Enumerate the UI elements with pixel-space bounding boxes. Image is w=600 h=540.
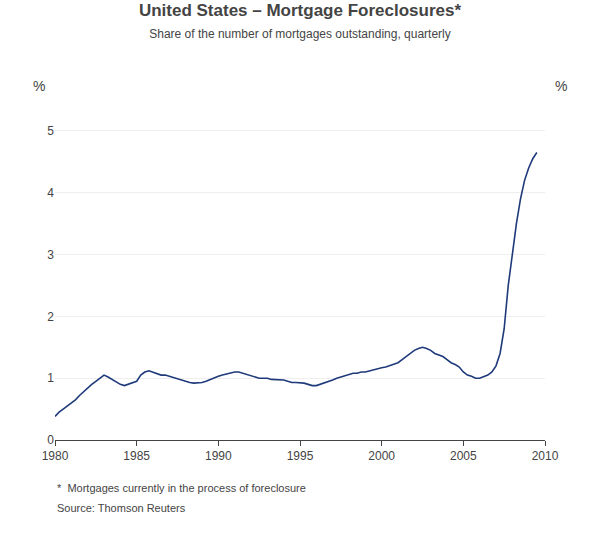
svg-text:Source: Thomson Reuters: Source: Thomson Reuters [57,502,186,514]
svg-text:0: 0 [47,433,54,447]
svg-text:1980: 1980 [42,449,69,463]
svg-text:2000: 2000 [368,449,395,463]
svg-text:1990: 1990 [205,449,232,463]
svg-text:%: % [555,78,567,94]
svg-text:United States – Mortgage Forec: United States – Mortgage Foreclosures*Sh… [139,1,462,41]
svg-text:2005: 2005 [450,449,477,463]
svg-text:4: 4 [47,186,54,200]
svg-text:1985: 1985 [123,449,150,463]
svg-text:1995: 1995 [287,449,314,463]
svg-text:* Mortgages currently in the: * Mortgages currently in the process of … [57,482,306,494]
svg-text:2010: 2010 [532,449,559,463]
svg-text:%: % [33,78,45,94]
svg-text:2: 2 [47,310,54,324]
svg-text:5: 5 [47,124,54,138]
svg-text:1: 1 [47,371,54,385]
svg-text:3: 3 [47,248,54,262]
